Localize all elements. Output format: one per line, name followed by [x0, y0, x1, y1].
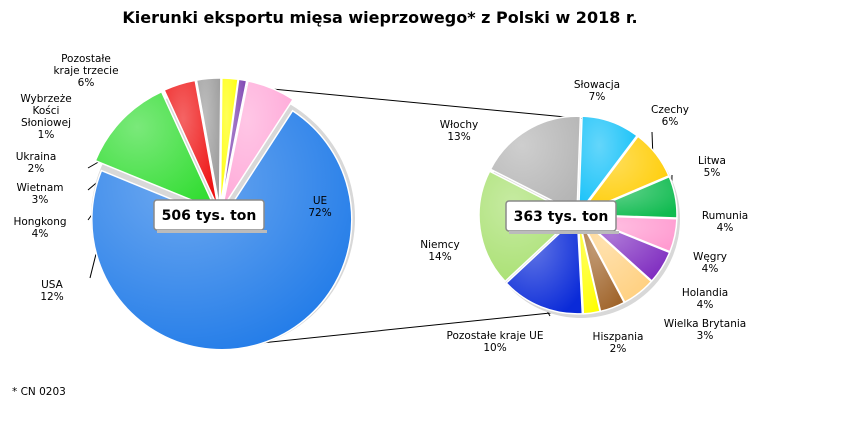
total-box-shadow-2	[509, 231, 619, 234]
slice-shine-wybrzeze-kosci-sloniowej	[221, 79, 247, 209]
label-hiszpania: Hiszpania 2%	[593, 331, 644, 355]
chart-title: Kierunki eksportu mięsa wieprzowego* z P…	[122, 8, 638, 27]
total-label-1: 506 tys. ton	[162, 208, 257, 224]
slice-shine-hiszpania	[578, 216, 601, 314]
slice-shine-wlochy	[490, 116, 581, 214]
total-box-shadow-1	[157, 230, 267, 233]
label-wietnam: Wietnam 3%	[17, 182, 64, 206]
label-niemcy: Niemcy 14%	[420, 239, 459, 263]
slice-shine-holandia	[579, 216, 652, 303]
label-ue: UE 72%	[308, 195, 331, 219]
slice-shine-hongkong	[164, 80, 219, 209]
footnote: * CN 0203	[12, 386, 66, 398]
total-label-2: 363 tys. ton	[514, 209, 609, 225]
label-slowacja: Słowacja 7%	[574, 79, 620, 103]
label-wlochy: Włochy 13%	[440, 119, 478, 143]
label-rumunia: Rumunia 4%	[702, 210, 748, 234]
slice-shine-pozostale-kraje-trzecie	[222, 81, 294, 209]
slice-shine-wietnam	[196, 78, 221, 209]
label-litwa: Litwa 5%	[698, 155, 726, 179]
slice-shine-usa	[95, 91, 216, 210]
label-wegry: Węgry 4%	[693, 251, 727, 275]
label-holandia: Holandia 4%	[682, 287, 728, 311]
label-ukraina: Ukraina 2%	[16, 151, 57, 175]
connector-top	[229, 84, 598, 121]
slice-shine-czechy	[579, 136, 669, 214]
label-wielka-brytania: Wielka Brytania 3%	[664, 318, 746, 342]
label-pozostale-kraje-trzecie: Pozostałe kraje trzecie 6%	[53, 53, 118, 89]
slice-shine-slowacja	[578, 116, 638, 214]
slice-shine-pozostale-kraje-ue	[506, 216, 583, 314]
label-usa: USA 12%	[40, 279, 63, 303]
label-hongkong: Hongkong 4%	[13, 216, 66, 240]
slice-labels: UE 72% USA 12% Hongkong 4% Wietnam 3% Ukraina 2% W…	[13, 53, 748, 355]
label-czechy: Czechy 6%	[651, 104, 689, 128]
label-wybrzeze-kosci-sloniowej: Wybrzeże Kości Słoniowej 1%	[20, 93, 71, 141]
label-pozostale-kraje-ue: Pozostałe kraje UE 10%	[447, 330, 544, 354]
connector-bottom	[231, 311, 561, 347]
slice-shine-wielka-brytania	[578, 216, 625, 312]
